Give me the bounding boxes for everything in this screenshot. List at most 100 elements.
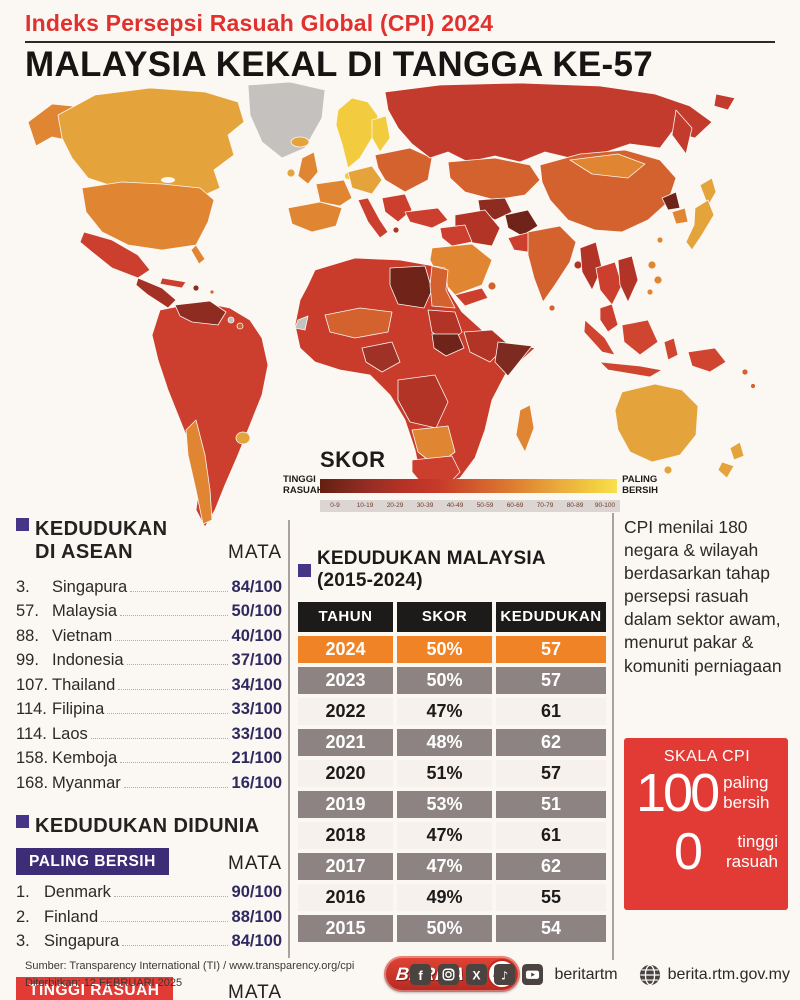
- x-icon[interactable]: X: [466, 964, 488, 985]
- world-clean-row: 3. Singapura 84/100: [16, 932, 282, 951]
- rank: 2.: [16, 907, 30, 926]
- score: 33/100: [231, 724, 282, 743]
- published-text: Diterbitkan: 12 FEBRUARI 2025: [25, 976, 183, 989]
- score: 90/100: [231, 883, 282, 901]
- scale-min-value: 0: [674, 823, 703, 881]
- rank: 158.: [16, 749, 49, 767]
- footer: Sumber: Transparency International (TI) …: [25, 958, 790, 991]
- dotted-leader: [122, 945, 228, 946]
- legend-right-label: PALING BERSIH: [622, 474, 658, 496]
- table-cell: 47%: [397, 822, 492, 849]
- score: 40/100: [231, 626, 282, 645]
- table-cell: 47%: [397, 698, 492, 725]
- website-link[interactable]: berita.rtm.gov.my: [667, 965, 790, 983]
- table-cell: 49%: [397, 884, 492, 911]
- dotted-leader: [120, 615, 228, 616]
- table-cell: 50%: [397, 915, 492, 942]
- table-cell: 62: [496, 729, 606, 756]
- country: Singapura: [52, 577, 128, 596]
- dotted-leader: [120, 762, 228, 763]
- svg-text:♪: ♪: [501, 968, 508, 982]
- legend-title: SKOR: [320, 447, 386, 472]
- rank: 3.: [16, 932, 30, 950]
- malaysia-table-section: KEDUDUKAN MALAYSIA (2015-2024) TAHUN SKO…: [298, 548, 606, 992]
- youtube-icon[interactable]: [522, 964, 544, 985]
- asean-row: 114. Laos 33/100: [16, 725, 282, 744]
- scale-title: SKALA CPI: [663, 748, 751, 765]
- globe-icon: [639, 964, 660, 985]
- country: Indonesia: [52, 651, 124, 669]
- rank: 3.: [16, 577, 30, 596]
- country: Filipina: [52, 700, 105, 718]
- table-cell: 2023: [298, 667, 393, 694]
- rank: 114.: [16, 700, 47, 718]
- svg-text:X: X: [473, 968, 482, 982]
- asean-row: 107. Thailand 34/100: [16, 676, 282, 695]
- score: 16/100: [231, 773, 282, 792]
- world-map-svg: [27, 81, 756, 528]
- table-cell: 51%: [397, 760, 492, 787]
- rank: 114.: [16, 724, 47, 743]
- table-cell: 47%: [397, 853, 492, 880]
- corrupt-badge: TINGGI RASUAH: [16, 977, 173, 1000]
- score: 84/100: [231, 577, 282, 596]
- country: Laos: [52, 724, 88, 743]
- country: Malaysia: [52, 602, 118, 620]
- page-title: MALAYSIA KEKAL DI TANGGA KE-57: [25, 44, 654, 84]
- table-cell: 53%: [397, 791, 492, 818]
- rank: 99.: [16, 651, 39, 669]
- header: Indeks Persepsi Rasuah Global (CPI) 2024…: [25, 10, 775, 85]
- svg-text:f: f: [419, 968, 424, 983]
- dotted-leader: [113, 896, 228, 897]
- malaysia-table-heading: KEDUDUKAN MALAYSIA (2015-2024): [298, 548, 606, 592]
- col-header-skor: SKOR: [397, 602, 492, 632]
- rank: 1.: [16, 883, 30, 901]
- table-cell: 57: [496, 760, 606, 787]
- bullet-square-icon: [298, 563, 311, 577]
- cpi-scale-box: SKALA CPI 100 paling bersih 0 tinggi ras…: [624, 738, 788, 910]
- country: Singapura: [44, 932, 120, 950]
- scale-max-label: paling bersih: [723, 773, 770, 812]
- table-cell: 2019: [298, 791, 393, 818]
- asean-row: 88. Vietnam 40/100: [16, 627, 282, 646]
- score: 21/100: [231, 749, 282, 767]
- asean-row: 168. Myanmar 16/100: [16, 774, 282, 793]
- social-handle[interactable]: beritartm: [554, 965, 618, 983]
- table-cell: 61: [496, 822, 606, 849]
- table-cell: 61: [496, 698, 606, 725]
- dotted-leader: [118, 688, 228, 690]
- country: Vietnam: [52, 626, 113, 645]
- source-text: Sumber: Transparency International (TI) …: [25, 960, 355, 972]
- score: 33/100: [231, 700, 282, 718]
- asean-row: 99. Indonesia 37/100: [16, 651, 282, 670]
- dotted-leader: [115, 639, 228, 641]
- asean-heading-line1: KEDUDUKAN: [35, 518, 168, 540]
- score: 34/100: [231, 675, 282, 694]
- table-cell: 50%: [397, 636, 492, 663]
- dotted-leader: [130, 590, 228, 592]
- asean-heading-line2: DI ASEAN: [35, 541, 134, 563]
- legend-left-label: TINGGI RASUAH: [283, 474, 324, 496]
- dotted-leader: [90, 737, 228, 739]
- instagram-icon[interactable]: [438, 964, 460, 985]
- cpi-note-section: CPI menilai 180 negara & wilayah berdasa…: [624, 516, 788, 678]
- table-cell: 62: [496, 853, 606, 880]
- facebook-icon[interactable]: f: [410, 964, 432, 985]
- score: 84/100: [231, 932, 282, 950]
- legend-range-ticks: 0-9 10-19 20-29 30-39 40-49 50-59 60-69 70-7…: [320, 499, 620, 512]
- table-cell: 2022: [298, 698, 393, 725]
- scale-min-label: tinggi rasuah: [726, 832, 778, 871]
- clean-mata-label: MATA: [228, 852, 282, 874]
- tiktok-icon[interactable]: ♪: [494, 964, 516, 985]
- table-cell: 2016: [298, 884, 393, 911]
- world-heading: KEDUDUKAN DIDUNIA: [35, 814, 260, 837]
- table-cell: 54: [496, 915, 606, 942]
- bullet-square-icon: [16, 814, 29, 828]
- col-header-kedudukan: KEDUDUKAN: [496, 602, 606, 632]
- country: Finland: [44, 907, 99, 926]
- dotted-leader: [107, 713, 228, 714]
- corrupt-mata-label: MATA: [228, 982, 282, 1000]
- malaysia-table: TAHUN SKOR KEDUDUKAN 2024 50% 57 2023 50…: [298, 602, 606, 942]
- asean-mata-label: MATA: [228, 542, 282, 563]
